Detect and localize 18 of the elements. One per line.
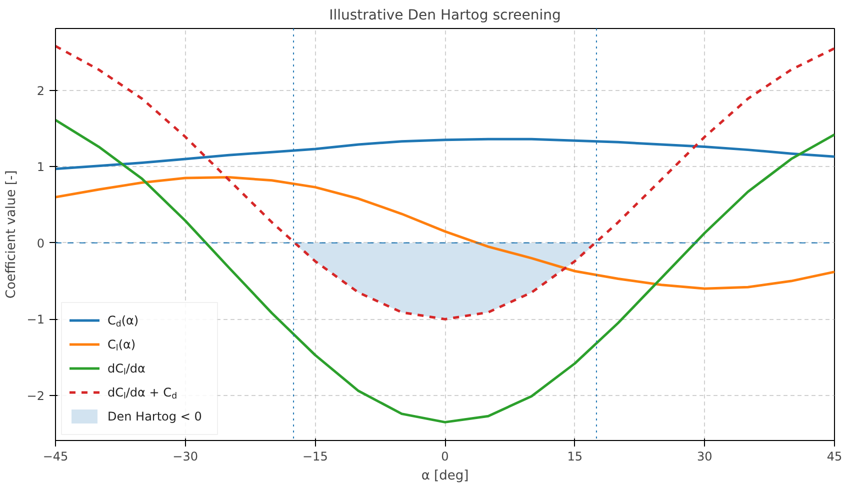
y-tick-label: 1 [36, 160, 45, 174]
x-tick-label: 45 [826, 450, 842, 464]
line-series [56, 118, 834, 424]
x-tick-label: 15 [567, 450, 582, 464]
x-tick-label: −45 [42, 450, 68, 464]
x-tick-label: 30 [697, 450, 712, 464]
y-axis-title: Coefficient value [-] [4, 170, 19, 299]
y-tick-label: −1 [26, 312, 45, 327]
legend-label: Den Hartog < 0 [108, 410, 202, 424]
y-tick-label: −2 [26, 388, 45, 403]
x-tick-label: −30 [172, 450, 198, 464]
line-series [56, 176, 834, 290]
y-tick-label: 2 [36, 84, 45, 98]
y-tick-label: 0 [36, 236, 45, 250]
x-tick-label: 0 [441, 450, 449, 464]
x-tick-label: −15 [302, 450, 328, 464]
x-axis-title: α [deg] [421, 468, 469, 484]
chart-title: Illustrative Den Hartog screening [329, 8, 561, 24]
